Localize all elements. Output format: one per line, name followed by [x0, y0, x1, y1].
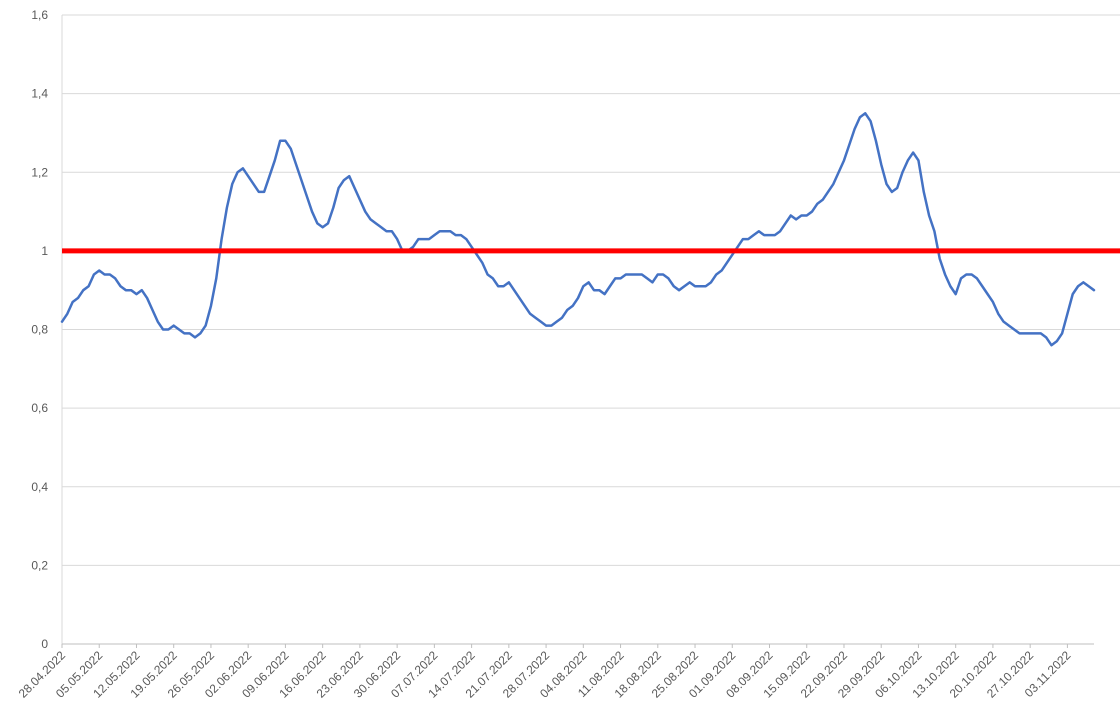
y-tick-label: 0,2: [31, 558, 48, 572]
y-tick-label: 0,8: [31, 323, 48, 337]
series: [60, 112, 1096, 347]
y-tick-label: 0,6: [31, 401, 48, 415]
gridlines: [62, 14, 1120, 566]
y-tick-label: 1,2: [31, 165, 48, 179]
y-tick-label: 1,6: [31, 8, 48, 22]
axes: [61, 15, 1094, 648]
series-line: [60, 112, 1096, 347]
x-tick-labels: 28.04.202205.05.202212.05.202219.05.2022…: [16, 648, 1074, 701]
y-tick-label: 1: [41, 244, 48, 258]
y-tick-label: 0,4: [31, 480, 48, 494]
y-tick-labels: 0 0,2 0,4 0,6 0,8 1 1,2 1,4 1,6: [31, 8, 48, 651]
y-tick-label: 1,4: [31, 87, 48, 101]
y-tick-label: 0: [41, 637, 48, 651]
